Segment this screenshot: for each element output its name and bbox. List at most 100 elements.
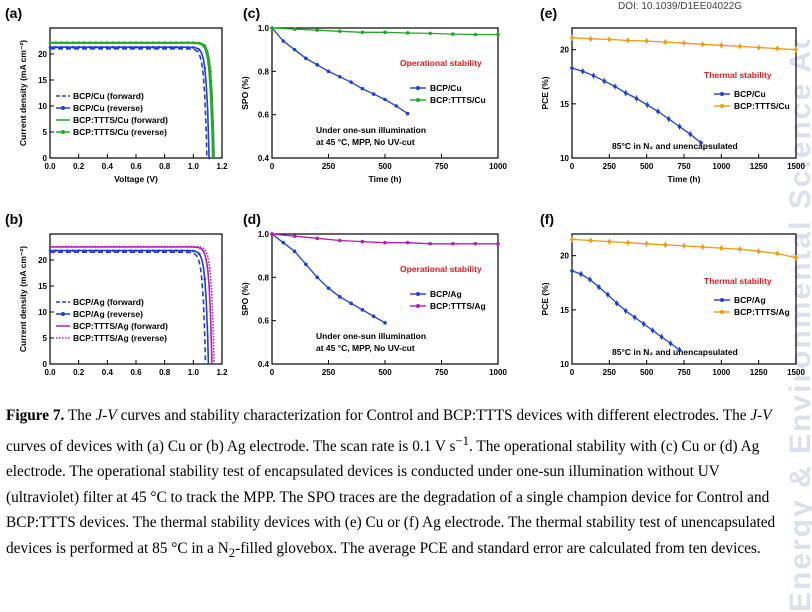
y-tick-label: 20	[38, 256, 47, 265]
data-point	[192, 249, 195, 253]
data-point	[207, 156, 211, 160]
data-point	[174, 41, 178, 44]
x-tick-label: 0	[570, 368, 575, 377]
data-point	[197, 48, 201, 51]
x-tick-label: 0.2	[73, 368, 85, 377]
caption-text-1: The	[64, 407, 96, 424]
y-tick-label: 0	[43, 360, 48, 369]
panel-label: (a)	[5, 5, 22, 21]
panel-b: (b)0.00.20.40.60.81.01.205101520Voltage …	[5, 211, 228, 377]
caption-jv-1: J-V	[95, 407, 117, 424]
x-tick-label: 1500	[787, 162, 805, 171]
annotation-note: Under one-sun illumination	[316, 125, 426, 135]
data-point	[428, 31, 433, 36]
legend-marker	[720, 310, 724, 314]
data-point	[111, 41, 115, 44]
y-tick-label: 0.8	[258, 273, 270, 282]
legend-entry: BCP:TTTS/Ag (reverse)	[73, 333, 167, 343]
data-point	[496, 241, 500, 246]
data-point	[338, 238, 342, 243]
data-point	[60, 249, 63, 252]
data-point	[405, 240, 410, 245]
x-tick-label: 0.8	[159, 368, 171, 377]
y-axis-label: SPO (%)	[240, 282, 250, 316]
x-tick-label: 0.6	[130, 368, 142, 377]
data-point	[157, 249, 161, 252]
y-axis-label: PCE (%)	[540, 282, 550, 315]
annotation-note: at 45 °C, MPP, No UV-cut	[316, 137, 415, 147]
data-point	[60, 45, 63, 49]
data-point	[134, 45, 138, 49]
data-point	[174, 249, 178, 252]
data-point	[60, 41, 63, 44]
data-point	[151, 45, 155, 49]
data-point	[197, 41, 201, 45]
data-point	[203, 44, 207, 47]
caption-text-2: curves and stability characterization fo…	[116, 407, 751, 424]
data-point	[371, 92, 376, 96]
data-point	[360, 239, 365, 244]
data-point	[292, 47, 297, 52]
data-point	[383, 30, 387, 35]
annotation-title: Operational stability	[400, 264, 482, 274]
legend-entry: BCP:TTTS/Ag	[430, 301, 486, 311]
data-point	[451, 32, 455, 36]
x-tick-label: 1.2	[216, 162, 228, 171]
x-tick-label: 1.0	[188, 162, 200, 171]
data-point	[180, 45, 184, 49]
y-axis-label: Current density (mA cm⁻²)	[18, 40, 28, 146]
data-point	[451, 241, 455, 246]
x-tick-label: 1.0	[188, 368, 200, 377]
data-point	[192, 46, 195, 49]
data-point	[140, 249, 144, 252]
x-tick-label: 750	[435, 162, 449, 171]
data-point	[169, 41, 172, 44]
data-point	[157, 45, 161, 49]
data-point	[140, 41, 144, 44]
annotation-title: Thermal stability	[704, 276, 772, 286]
data-point	[281, 39, 286, 43]
x-tick-label: 750	[677, 162, 691, 171]
data-point	[65, 41, 69, 44]
x-tick-label: 1.2	[216, 368, 228, 377]
data-point	[315, 28, 320, 32]
data-point	[203, 277, 207, 281]
figure-caption: Figure 7. The J-V curves and stability c…	[6, 403, 778, 566]
panel-label: (f)	[540, 211, 554, 227]
x-tick-label: 0.0	[44, 368, 56, 377]
data-point	[174, 45, 178, 49]
x-tick-label: 1500	[787, 368, 805, 377]
y-tick-label: 20	[38, 50, 47, 59]
data-point	[473, 241, 478, 246]
data-point	[360, 308, 365, 312]
data-point	[186, 249, 189, 252]
y-tick-label: 15	[560, 100, 569, 109]
data-point	[473, 32, 478, 37]
data-point	[292, 27, 297, 31]
data-point	[134, 249, 138, 252]
panel-a: (a) 0.0 0.2 0.4 0.6 0.8 1.0 1.2 0 5 10 15 20 Voltage …	[5, 5, 228, 184]
x-tick-label: 1250	[750, 368, 768, 377]
annotation-title: Thermal stability	[704, 70, 772, 80]
legend-marker	[61, 106, 65, 110]
x-axis-label: Voltage (V)	[114, 174, 158, 184]
data-point	[146, 45, 149, 49]
data-point	[71, 45, 75, 49]
data-point	[186, 45, 189, 49]
annotation-note: 85°C in N₂ and unencapsulated	[612, 347, 738, 357]
data-point	[209, 70, 212, 73]
y-axis-label: Current density (mA cm⁻²)	[18, 246, 28, 352]
legend-entry: BCP:TTTS/Ag	[734, 307, 790, 317]
legend-entry: BCP/Cu	[734, 89, 766, 99]
x-tick-label: 1000	[712, 162, 730, 171]
data-point	[163, 41, 166, 44]
series-line-0	[571, 67, 702, 144]
data-point	[326, 286, 331, 290]
y-tick-label: 0.4	[258, 154, 270, 163]
data-point	[83, 45, 86, 49]
legend-marker	[61, 130, 65, 134]
legend-marker	[61, 312, 65, 316]
panel-label: (e)	[540, 5, 557, 21]
data-point	[71, 41, 75, 44]
